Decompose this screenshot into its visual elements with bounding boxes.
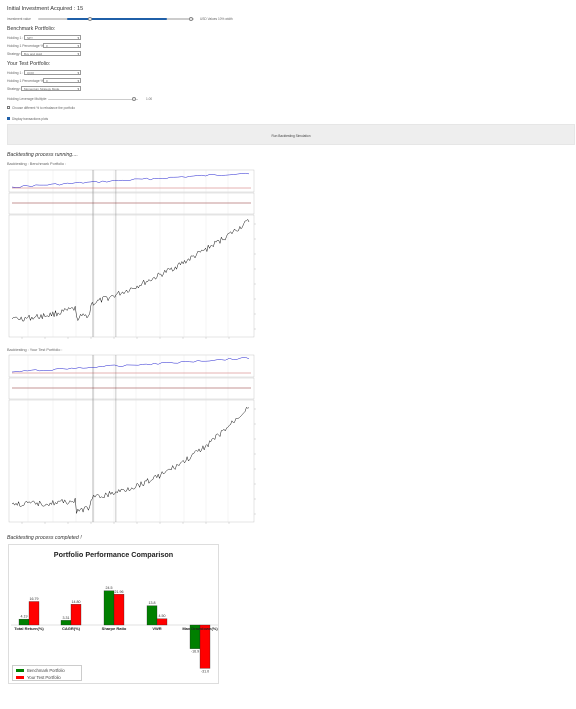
legend-swatch-test xyxy=(16,675,24,679)
bar-value-label-test: 4.50 xyxy=(159,614,166,618)
benchmark-strategy-value: Buy and Hold xyxy=(24,52,43,56)
leverage-slider-thumb[interactable] xyxy=(132,97,136,102)
bar-benchmark xyxy=(103,590,115,626)
legend-label-benchmark: Benchmark Portfolio xyxy=(27,668,65,673)
comparison-bars-svg: 4.19 16.79 Total Return(%) 3.31 14.80 CAGR(%)… xyxy=(11,586,218,673)
investment-slider-label: investment value xyxy=(7,16,31,21)
category-label: Total Return(%) xyxy=(14,626,44,631)
benchmark-holding-value: SPY xyxy=(27,36,34,40)
chevron-down-icon: ▾ xyxy=(77,71,79,75)
portfolio-value-line xyxy=(11,357,250,373)
category-label: Max Drawdown(%) xyxy=(182,626,218,631)
status-completed: Backtesting process completed ! xyxy=(7,535,82,541)
chevron-down-icon: ▾ xyxy=(77,79,79,83)
legend-label-test: Your Test Portfolio xyxy=(27,674,61,680)
benchmark-strategy-select[interactable]: Buy and Hold ▾ xyxy=(21,51,81,56)
portfolio-value-line xyxy=(11,172,250,188)
legend-swatch-benchmark xyxy=(16,669,24,672)
bar-value-label-test: -31.0 xyxy=(201,669,209,673)
price-panel-frame xyxy=(8,214,255,338)
bar-test xyxy=(113,594,125,626)
bar-test xyxy=(28,601,40,626)
bar-value-label-test: 21.96 xyxy=(115,590,124,594)
display-transactions-label: Display transactions plots xyxy=(12,116,49,121)
category-label: VWR xyxy=(152,626,161,631)
investment-title: Initial Investment Acquired : 15 xyxy=(7,6,84,12)
test-chart-title: Backtesting : Your Test Portfolio : xyxy=(7,348,63,352)
display-transactions-checkbox[interactable] xyxy=(7,117,10,120)
benchmark-strategy-label: Strategy: xyxy=(7,52,21,56)
value-panel-frame xyxy=(8,354,255,378)
leverage-value: 1.00 xyxy=(146,97,153,102)
benchmark-percentage-label: Holding 1 Percentage % : xyxy=(7,44,46,48)
chevron-down-icon: ▾ xyxy=(77,44,79,48)
bar-benchmark xyxy=(18,618,30,626)
test-holding-label: Holding 1 : xyxy=(7,71,24,75)
investment-slider-min-thumb[interactable] xyxy=(88,16,92,21)
bar-value-label-benchmark: 3.31 xyxy=(63,616,70,620)
bar-value-label-benchmark: 4.19 xyxy=(21,615,28,619)
benchmark-percentage-value: 0 xyxy=(46,44,48,48)
comparison-legend: Benchmark Portfolio Your Test Portfolio xyxy=(12,665,82,681)
bar-test xyxy=(156,618,168,626)
rebalance-checkbox-label: Choose different % to rebalance the port… xyxy=(12,105,76,110)
value-panel-frame xyxy=(8,169,255,193)
bar-value-label-benchmark: 24.5 xyxy=(106,586,113,590)
benchmark-holding-select[interactable]: SPY ▾ xyxy=(24,35,81,40)
test-strategy-value: Momentum Strategy Mode xyxy=(24,87,60,91)
test-heading: Your Test Portfolio: xyxy=(7,61,51,67)
investment-slider-width: 10% width xyxy=(218,16,233,21)
test-percentage-value: 0 xyxy=(46,79,48,83)
investment-slider-fill xyxy=(66,18,167,20)
trades-panel-frame xyxy=(8,192,255,215)
bar-test xyxy=(199,624,211,669)
test-percentage-select[interactable]: 0 ▾ xyxy=(43,78,81,83)
event-band xyxy=(115,170,117,337)
test-holding-value: QQQ xyxy=(27,71,35,75)
chevron-down-icon: ▾ xyxy=(77,87,79,91)
test-backtest-svg xyxy=(8,354,256,524)
bar-value-label-test: 14.80 xyxy=(72,600,81,604)
event-band xyxy=(92,170,94,337)
test-percentage-label: Holding 1 Percentage % : xyxy=(7,79,46,83)
price-line xyxy=(11,218,250,322)
event-band xyxy=(92,355,94,522)
benchmark-heading: Benchmark Portfolio: xyxy=(7,26,56,32)
bar-benchmark xyxy=(60,620,72,626)
test-backtest-chart xyxy=(8,354,266,529)
benchmark-holding-label: Holding 1 : xyxy=(7,36,24,40)
bar-value-label-benchmark: -16.9 xyxy=(191,650,199,654)
run-backtest-button-label: Run Backtesting Simulation xyxy=(271,133,311,138)
benchmark-backtest-chart xyxy=(8,169,266,344)
trades-panel-frame xyxy=(8,377,255,400)
category-label: CAGR(%) xyxy=(62,626,81,631)
leverage-slider-track[interactable] xyxy=(48,98,138,101)
run-backtest-button[interactable]: Run Backtesting Simulation xyxy=(7,124,575,145)
bar-test xyxy=(70,604,82,626)
benchmark-percentage-select[interactable]: 0 ▾ xyxy=(43,43,81,48)
comparison-title: Portfolio Performance Comparison xyxy=(53,550,174,559)
benchmark-backtest-svg xyxy=(8,169,256,339)
price-line xyxy=(11,407,250,514)
test-strategy-label: Strategy: xyxy=(7,87,21,91)
category-label: Sharpe Ratio xyxy=(102,626,127,631)
performance-comparison-chart: Portfolio Performance Comparison 4.19 16.… xyxy=(8,544,219,684)
event-band xyxy=(115,355,117,522)
bar-value-label-benchmark: 13.8 xyxy=(149,601,156,605)
chevron-down-icon: ▾ xyxy=(77,52,79,56)
investment-slider-unit: USD Values xyxy=(200,16,218,21)
leverage-label: Holding Leverage Multiple: xyxy=(7,97,48,101)
test-strategy-select[interactable]: Momentum Strategy Mode ▾ xyxy=(21,86,81,91)
status-running: Backtesting process running.... xyxy=(7,152,78,158)
chevron-down-icon: ▾ xyxy=(77,36,79,40)
benchmark-chart-title: Backtesting : Benchmark Portfolio : xyxy=(7,162,67,166)
investment-slider-max-thumb[interactable] xyxy=(189,16,193,21)
test-holding-select[interactable]: QQQ ▾ xyxy=(24,70,81,75)
bar-value-label-test: 16.79 xyxy=(30,597,39,601)
price-panel-frame xyxy=(8,399,255,523)
rebalance-checkbox[interactable] xyxy=(7,106,10,109)
bar-benchmark xyxy=(146,605,158,626)
